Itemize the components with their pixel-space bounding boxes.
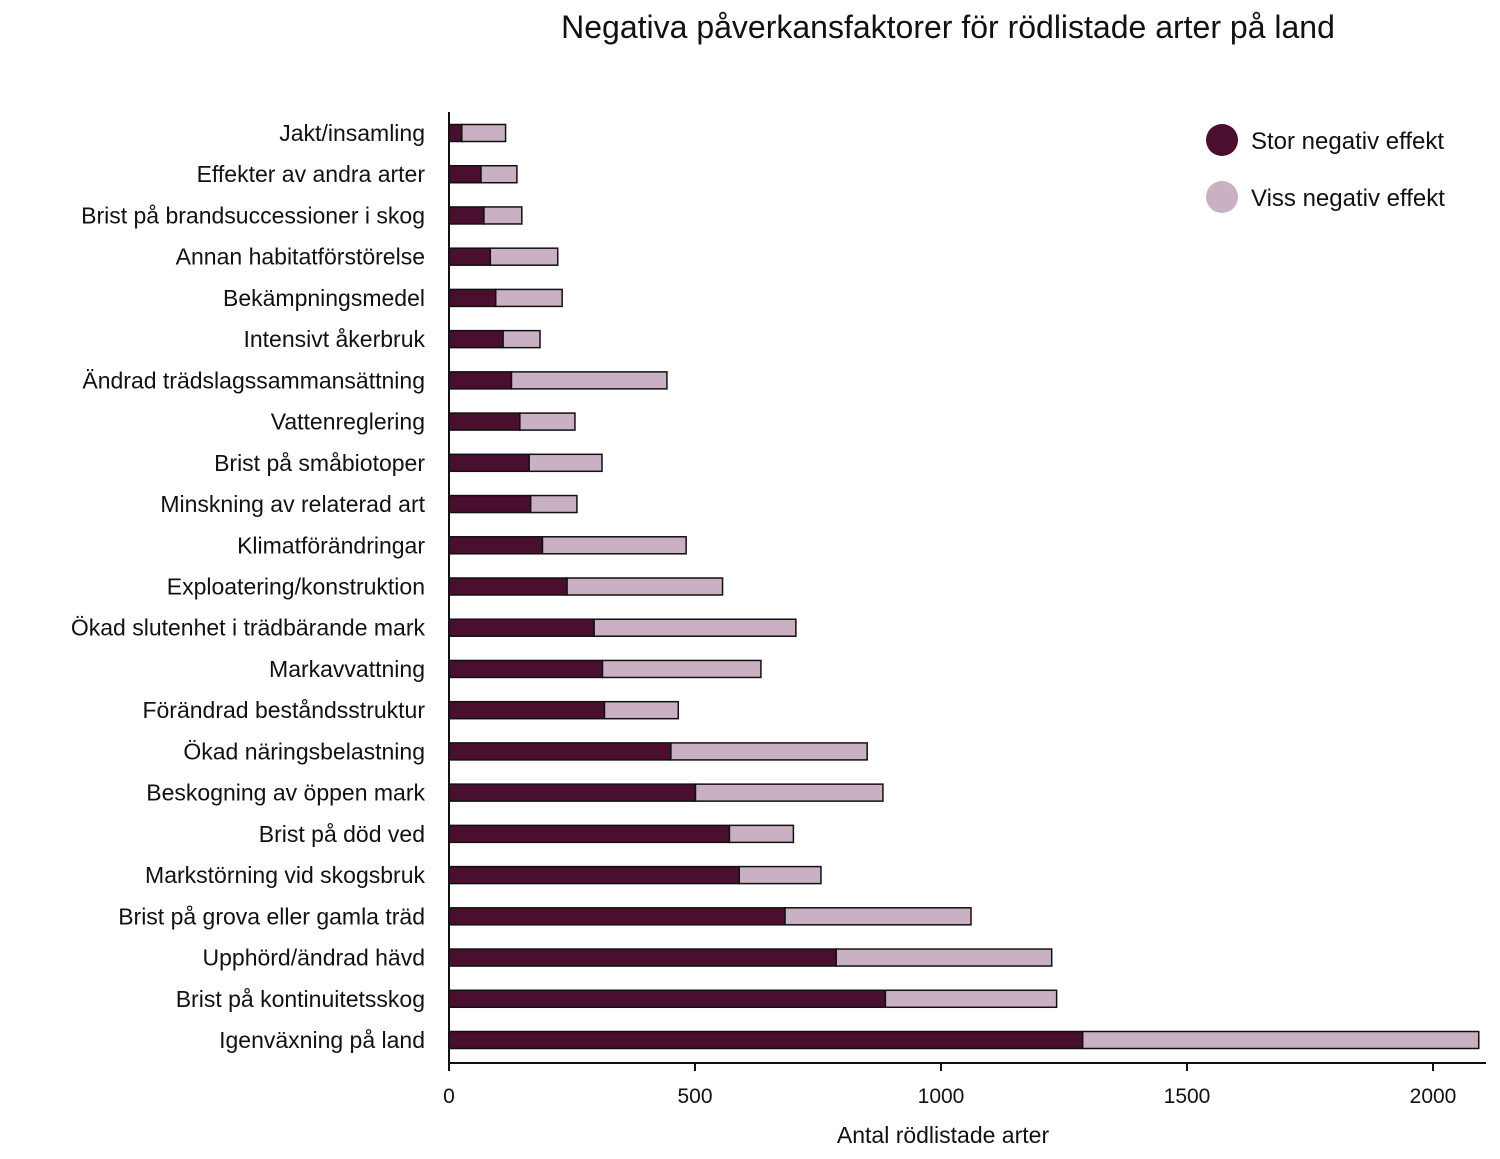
bar-segment-stor bbox=[448, 453, 530, 473]
category-label: Intensivt åkerbruk bbox=[243, 326, 425, 352]
bar-segment-viss bbox=[480, 164, 518, 184]
bar-segment-stor bbox=[448, 247, 492, 266]
bar-segment-viss bbox=[835, 948, 1053, 967]
bar-segment-viss bbox=[528, 453, 603, 473]
bar-segment-stor bbox=[448, 907, 786, 926]
bar-segment-stor bbox=[448, 288, 497, 308]
bar-segment-stor bbox=[448, 371, 513, 390]
bar-segment-viss bbox=[489, 247, 559, 266]
category-label: Igenväxning på land bbox=[219, 1027, 425, 1053]
category-label: Bekämpningsmedel bbox=[223, 285, 425, 311]
category-label: Ökad näringsbelastning bbox=[183, 738, 425, 764]
category-label: Jakt/insamling bbox=[279, 120, 425, 146]
bar-segment-stor bbox=[448, 865, 741, 885]
x-axis-ticks: 0 500 1000 1500 2000 bbox=[443, 1063, 1456, 1108]
category-label: Brist på grova eller gamla träd bbox=[118, 903, 425, 929]
bar-segment-viss bbox=[1081, 1030, 1480, 1050]
bar-segment-stor bbox=[448, 824, 731, 844]
bar-segment-viss bbox=[884, 989, 1058, 1009]
x-tick-label: 0 bbox=[443, 1085, 455, 1108]
bar-segment-viss bbox=[461, 123, 507, 143]
bar-segment-viss bbox=[541, 536, 687, 555]
bar-segment-viss bbox=[566, 577, 724, 596]
bar-segment-stor bbox=[448, 948, 837, 967]
category-label: Brist på brandsuccessioner i skog bbox=[81, 202, 425, 228]
x-axis-label: Antal rödlistade arter bbox=[837, 1122, 1050, 1148]
bar-segment-stor bbox=[448, 577, 568, 596]
category-label: Ändrad trädslagssammansättning bbox=[82, 367, 425, 393]
bar-segment-viss bbox=[519, 412, 576, 431]
bar-segment-viss bbox=[502, 329, 541, 349]
bar-segment-viss bbox=[494, 288, 563, 308]
legend-label-stor: Stor negativ effekt bbox=[1251, 128, 1444, 155]
bar-segment-stor bbox=[448, 742, 672, 761]
x-tick-label: 1500 bbox=[1164, 1085, 1211, 1108]
bars-group bbox=[448, 123, 1480, 1050]
legend: Stor negativ effekt Viss negativ effekt bbox=[1206, 124, 1445, 213]
bar-segment-stor bbox=[448, 1030, 1084, 1050]
bar-segment-viss bbox=[483, 206, 523, 225]
legend-label-viss: Viss negativ effekt bbox=[1251, 185, 1445, 212]
bar-segment-viss bbox=[510, 371, 668, 390]
bar-segment-viss bbox=[529, 494, 578, 514]
chart-title: Negativa påverkansfaktorer för rödlistad… bbox=[561, 9, 1335, 45]
bar-segment-stor bbox=[448, 494, 532, 514]
bar-segment-stor bbox=[448, 618, 595, 637]
bar-segment-stor bbox=[448, 329, 504, 349]
bar-segment-stor bbox=[448, 783, 697, 802]
category-label: Markavvattning bbox=[269, 656, 425, 682]
bar-segment-viss bbox=[728, 824, 795, 844]
category-label: Förändrad beståndsstruktur bbox=[142, 697, 425, 723]
bar-segment-stor bbox=[448, 700, 606, 720]
bar-segment-viss bbox=[694, 783, 884, 802]
category-label: Exploatering/konstruktion bbox=[167, 574, 425, 600]
bar-segment-viss bbox=[603, 700, 680, 720]
bar-segment-stor bbox=[448, 536, 544, 555]
legend-marker-stor bbox=[1206, 124, 1238, 156]
bar-segment-stor bbox=[448, 412, 521, 431]
category-label: Minskning av relaterad art bbox=[160, 491, 425, 517]
bar-segment-stor bbox=[448, 206, 485, 225]
category-label: Upphörd/ändrad hävd bbox=[203, 945, 426, 971]
bar-segment-viss bbox=[784, 907, 972, 926]
bar-segment-stor bbox=[448, 123, 463, 143]
category-label: Annan habitatförstörelse bbox=[176, 244, 425, 270]
category-label: Effekter av andra arter bbox=[197, 161, 426, 187]
x-tick-label: 500 bbox=[677, 1085, 712, 1108]
legend-marker-viss bbox=[1206, 181, 1238, 213]
bar-segment-viss bbox=[670, 742, 868, 761]
bar-segment-viss bbox=[593, 618, 797, 637]
bar-segment-stor bbox=[448, 989, 887, 1009]
x-tick-label: 1000 bbox=[918, 1085, 965, 1108]
bar-segment-viss bbox=[601, 659, 762, 679]
category-labels: Jakt/insamling Effekter av andra arter Bri… bbox=[71, 120, 426, 1053]
category-label: Vattenreglering bbox=[271, 409, 425, 435]
category-label: Beskogning av öppen mark bbox=[146, 780, 425, 806]
category-label: Klimatförändringar bbox=[237, 532, 425, 558]
category-label: Brist på död ved bbox=[259, 821, 425, 847]
category-label: Brist på kontinuitetsskog bbox=[176, 986, 425, 1012]
bar-segment-stor bbox=[448, 164, 482, 184]
category-label: Markstörning vid skogsbruk bbox=[145, 862, 425, 888]
bar-segment-viss bbox=[738, 865, 822, 885]
category-label: Brist på småbiotoper bbox=[214, 450, 425, 476]
bar-segment-stor bbox=[448, 659, 604, 679]
x-tick-label: 2000 bbox=[1410, 1085, 1457, 1108]
category-label: Ökad slutenhet i trädbärande mark bbox=[71, 615, 426, 641]
